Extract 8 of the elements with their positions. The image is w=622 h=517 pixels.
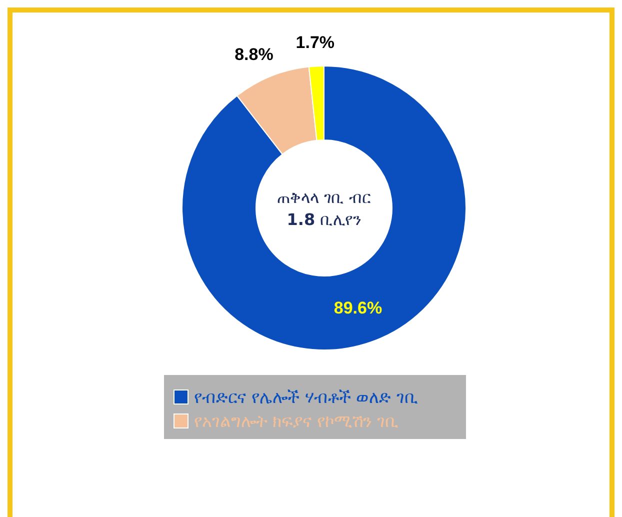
legend-label: የአገልግሎት ክፍያና የኮሚሽን ገቢ [194, 412, 400, 432]
data-label: 89.6% [334, 298, 382, 318]
donut-slice [182, 66, 466, 350]
text: 1.8 ቢሊየን [286, 210, 362, 229]
text: ጠቅላላ ገቢ ብር [276, 188, 372, 207]
data-label: 1.7% [296, 33, 335, 52]
data-label: 8.8% [234, 45, 274, 64]
legend-label: የብድርና የሌሎች ሃብቶች ወለድ ገቢ [194, 388, 419, 408]
